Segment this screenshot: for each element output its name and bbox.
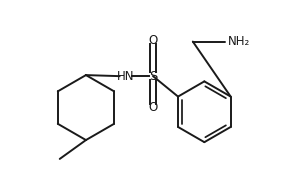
Text: HN: HN [117,70,135,83]
Text: O: O [148,101,158,114]
Text: NH₂: NH₂ [227,35,250,48]
Text: O: O [148,34,158,47]
Text: S: S [149,70,157,83]
